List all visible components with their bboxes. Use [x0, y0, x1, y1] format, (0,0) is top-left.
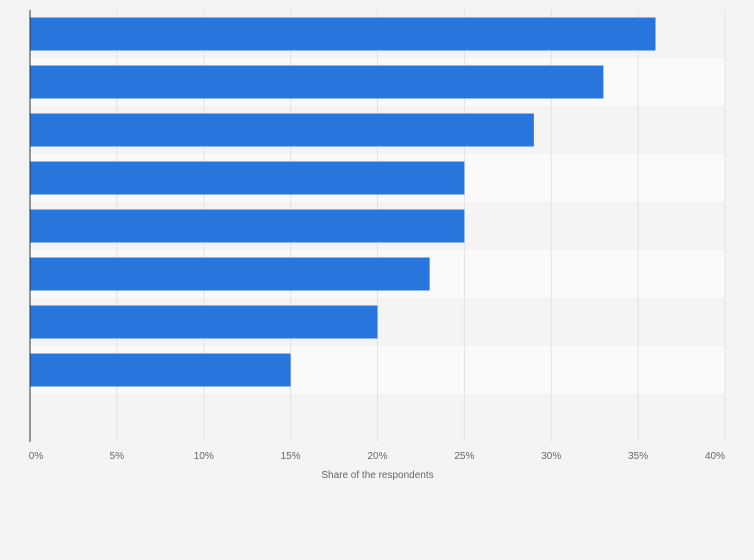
x-tick-label: 25% — [454, 451, 474, 462]
bar — [30, 353, 291, 387]
bar — [30, 257, 430, 291]
x-axis-ticks: 0% 5% 10% 15% 20% 25% 30% 35% 40% — [29, 451, 725, 462]
bar — [30, 17, 656, 51]
x-tick-label: 10% — [194, 451, 214, 462]
x-tick-label: 0% — [29, 451, 44, 462]
x-tick-label: 5% — [110, 451, 125, 462]
bar — [30, 113, 534, 147]
x-axis-title: Share of the respondents — [321, 470, 433, 481]
bar — [30, 161, 465, 195]
x-tick-label: 30% — [541, 451, 561, 462]
bar — [30, 209, 465, 243]
x-tick-label: 20% — [367, 451, 387, 462]
bar — [30, 305, 378, 339]
x-tick-label: 40% — [705, 451, 725, 462]
bar — [30, 65, 604, 99]
bars — [30, 17, 656, 387]
x-tick-label: 15% — [281, 451, 301, 462]
x-tick-label: 35% — [628, 451, 648, 462]
